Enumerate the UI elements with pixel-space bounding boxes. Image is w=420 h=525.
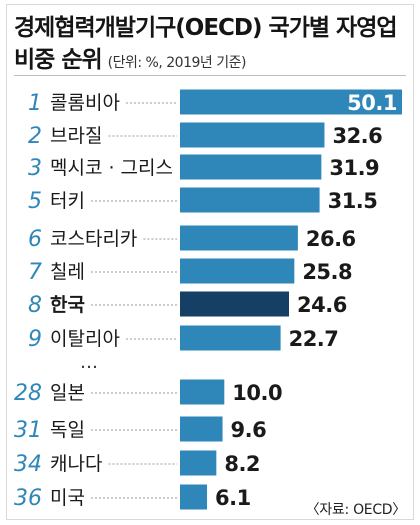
rank-label: 31 <box>14 418 42 443</box>
bar-highlight <box>180 291 290 317</box>
value-label: 9.6 <box>231 418 267 442</box>
bar <box>180 484 208 510</box>
value-label: 50.1 <box>347 91 397 115</box>
chart-title: 경제협력개발기구(OECD) 국가별 자영업 <box>14 15 398 41</box>
rank-label: 5 <box>28 189 42 214</box>
value-label: 6.1 <box>215 486 251 510</box>
value-label: 10.0 <box>232 381 282 405</box>
country-label: 독일 <box>50 419 85 441</box>
rank-label: 36 <box>14 486 42 511</box>
source-note: 〈자료: OECD〉 <box>305 502 407 518</box>
value-label: 26.6 <box>306 227 356 251</box>
chart-title-line2: 비중 순위 (단위: %, 2019년 기준) <box>14 40 246 74</box>
country-label: 캐나다 <box>50 453 102 475</box>
bar <box>180 325 281 351</box>
bar <box>180 258 295 284</box>
country-label: 코스타리카 <box>50 228 137 250</box>
rank-label: 2 <box>28 124 42 149</box>
country-label: 미국 <box>50 487 85 509</box>
rank-label: 3 <box>28 156 42 181</box>
rank-label: 7 <box>28 260 42 285</box>
bar <box>180 89 402 115</box>
title-divider <box>14 75 406 76</box>
value-label: 25.8 <box>302 260 352 284</box>
country-label: 브라질 <box>50 125 102 147</box>
unit-note: (단위: %, 2019년 기준) <box>107 55 247 71</box>
bar <box>180 225 298 251</box>
rank-label: 6 <box>28 227 42 252</box>
country-label: 이탈리아 <box>50 328 120 350</box>
value-label: 8.2 <box>224 452 260 476</box>
value-label: 24.6 <box>297 293 347 317</box>
bar <box>180 154 322 180</box>
country-label: 콜롬비아 <box>50 92 120 114</box>
bar <box>180 416 223 442</box>
rank-label: 28 <box>14 381 42 406</box>
bar <box>180 379 225 405</box>
country-label: 일본 <box>50 382 85 404</box>
chart-title-continued: 비중 순위 <box>14 47 103 73</box>
value-label: 31.9 <box>329 156 379 180</box>
country-label: 터키 <box>50 190 85 212</box>
bar <box>180 187 320 213</box>
country-label: 멕시코 · 그리스 <box>50 157 173 179</box>
country-label: 한국 <box>50 294 85 316</box>
value-label: 31.5 <box>328 189 378 213</box>
value-label: 32.6 <box>332 124 382 148</box>
bar <box>180 450 217 476</box>
gap-marker: … <box>80 352 98 373</box>
rank-label: 34 <box>14 452 42 477</box>
country-label: 칠레 <box>50 261 85 283</box>
value-label: 22.7 <box>289 327 339 351</box>
rank-label: 9 <box>28 327 42 352</box>
bar <box>180 122 325 148</box>
rank-label: 8 <box>28 293 42 318</box>
rank-label: 1 <box>28 91 42 116</box>
